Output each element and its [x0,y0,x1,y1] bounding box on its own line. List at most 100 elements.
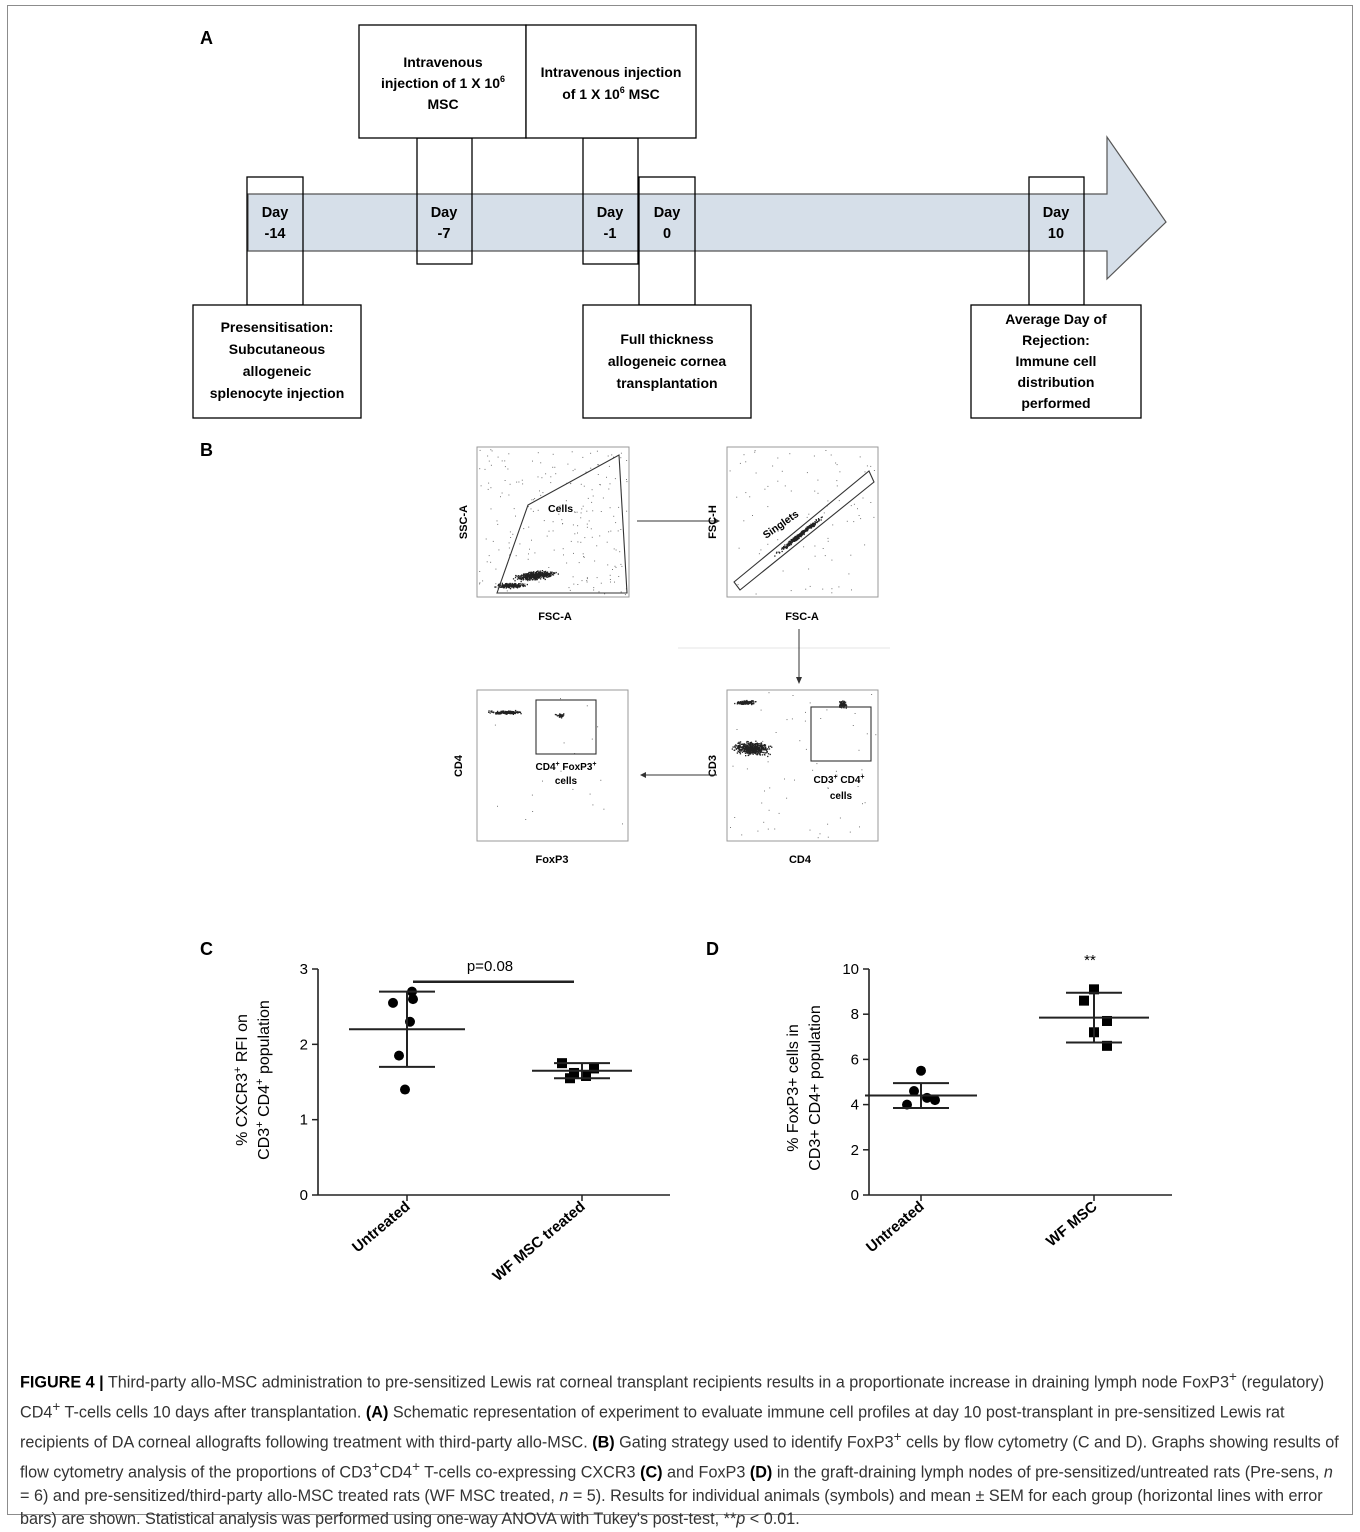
flow-event-dot [534,576,536,578]
flow-event-dot [746,748,748,750]
flow-event-dot [744,750,746,752]
flow-event-dot [743,745,745,747]
flow-event-dot [498,583,500,586]
flow-event-dot [769,753,771,756]
flow-event-dot [516,578,519,580]
flow-event-dot [806,527,808,529]
flow-event-dot [528,578,530,580]
top-box-1-line: Intravenous [403,54,483,70]
flow-event-dot [764,748,767,750]
flow-event-dot [751,742,753,744]
flow-event-dot [581,580,583,582]
flow-event-dot [573,583,575,585]
flow-event-dot [777,480,779,482]
flow-event-dot [484,468,486,470]
flow-event-dot [753,743,756,745]
flow-event-dot [804,720,806,722]
flow-event-dot [809,702,811,704]
panel-d-label: D [706,939,719,959]
flow-event-dot [748,752,750,754]
flow-event-dot [597,464,599,466]
flow-event-dot [752,745,754,747]
flow-event-dot [739,701,742,703]
flow-event-dot [535,576,537,579]
flow-event-dot [761,746,764,748]
flow-event-dot [784,546,786,548]
flow-event-dot [563,554,564,556]
flow-event-dot [541,477,543,479]
flow-event-dot [546,576,548,578]
flow-event-dot [522,579,524,581]
flow-event-dot [748,745,750,747]
flow-event-dot [543,574,545,576]
flow-event-dot [574,468,576,470]
flow-event-dot [512,585,514,587]
flow-event-dot [619,551,621,553]
flow-event-dot [750,701,753,703]
flow-event-dot [519,711,522,713]
bottom-box-3-line: Average Day of [1005,311,1107,327]
flow-event-dot [736,496,738,498]
flow-event-dot [777,530,779,532]
flow-event-dot [754,751,756,753]
flow-event-dot [864,802,866,804]
flow-event-dot [752,753,754,755]
flow-event-dot [537,574,539,577]
flow-event-dot [594,560,596,562]
flow-event-dot [542,780,543,782]
flow-event-dot [539,490,540,492]
flow-event-dot [549,573,551,576]
flow-event-dot [763,744,765,746]
flow-event-dot [519,583,521,585]
flow-event-dot [734,745,736,747]
flow-event-dot [521,576,523,578]
flow-event-dot [560,698,561,700]
flow-event-dot [506,713,508,715]
flow-event-dot [552,530,554,532]
flow-event-dot [859,826,860,828]
flow-event-dot [572,470,574,472]
cd3-cd4-gate-label: CD3+ CD4+ [814,774,865,786]
flow-event-dot [488,482,490,484]
flow-event-dot [503,710,505,712]
flow-event-dot [730,827,731,828]
flow-event-dot [781,550,783,553]
flow-event-dot [545,473,547,475]
flow-event-dot [755,472,757,474]
flow-event-dot [761,747,764,749]
flow-event-dot [560,717,563,719]
day-label: Day [1043,205,1070,221]
flow-event-dot [750,747,752,749]
flow-event-dot [735,745,737,747]
flow-event-dot [591,501,593,503]
flow-event-dot [787,545,789,547]
flow-event-dot [563,713,565,715]
flow-event-dot [501,584,504,586]
flow-event-dot [813,455,815,457]
flow-event-dot [742,702,744,705]
flow-event-dot [799,740,801,742]
flow-event-dot [810,524,813,527]
flow-event-dot [845,705,848,707]
flow-event-dot [559,713,561,715]
y-tick-label: 4 [851,1097,859,1114]
flow-event-dot [592,495,594,497]
flow-event-dot [611,454,613,456]
flow-event-dot [827,823,829,825]
y-tick-label: 2 [300,1036,308,1053]
flow-event-dot [760,751,762,753]
flow-event-dot [486,561,488,563]
flow-event-dot [864,544,866,546]
flow-event-dot [732,765,734,767]
caption-panel-ref: (C) [640,1463,663,1482]
flow-event-dot [741,702,744,704]
flow-event-dot [535,579,537,581]
caption-text: cells by flow cytometry (C and D). Graph… [20,1433,1339,1482]
flow-event-dot [745,492,747,494]
flow-event-dot [813,524,815,526]
flow-event-dot [803,531,805,533]
flow-event-dot [796,536,798,538]
flow-event-dot [610,530,612,532]
flow-event-dot [552,572,554,574]
flow-event-dot [858,515,860,516]
